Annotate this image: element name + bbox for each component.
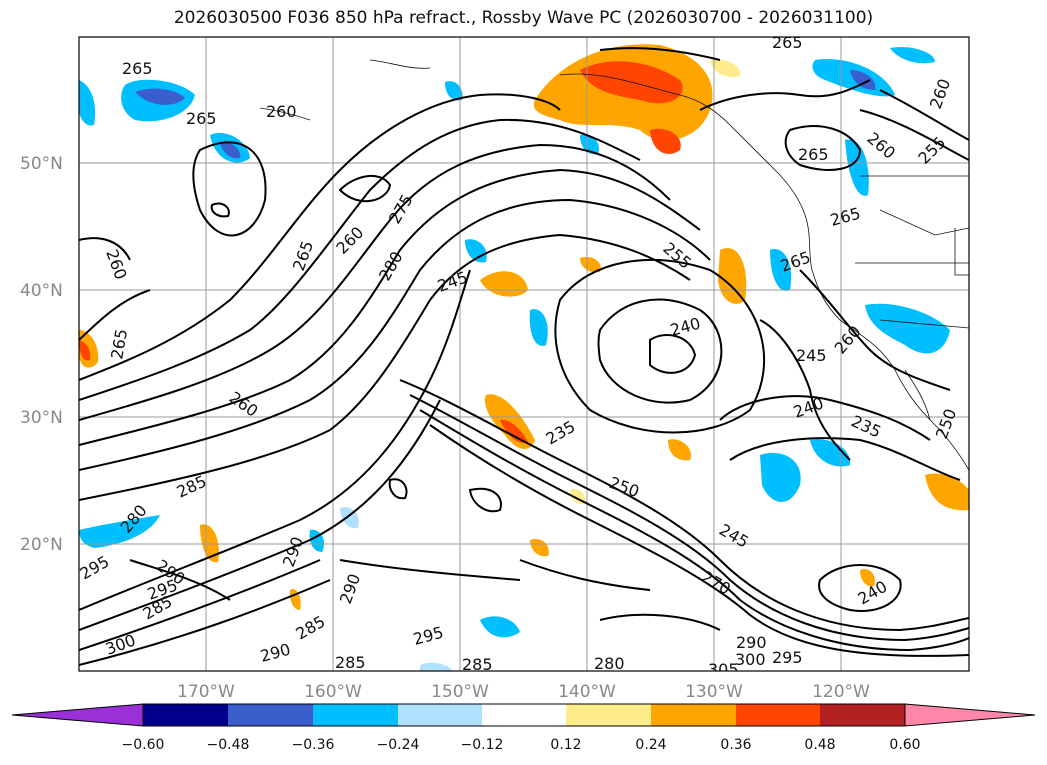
colorbar-tick: −0.60 [122,737,165,753]
contour-label: 295 [772,648,803,667]
lat-label: 30°N [20,408,63,428]
colorbar: −0.60 −0.48 −0.36 −0.24 −0.12 0.12 0.24 … [11,703,1036,753]
colorbar-segment [651,704,736,726]
lon-label: 130°W [685,682,743,702]
map-frame [78,36,970,672]
colorbar-tick: 0.24 [635,737,666,753]
colorbar-tick: 0.12 [550,737,581,753]
contour-label: 285 [462,655,493,674]
coastlines [259,59,969,471]
contour-label: 260 [266,102,297,121]
colorbar-tick: 0.48 [804,737,835,753]
lon-label: 150°W [431,682,489,702]
lat-label: 20°N [20,535,63,555]
contour-label: 280 [594,654,625,673]
lon-label: 120°W [812,682,870,702]
map-title: 2026030500 F036 850 hPa refract., Rossby… [173,8,874,28]
colorbar-outline [142,703,906,727]
shaded-anomalies [79,44,969,671]
lat-label: 40°N [20,281,63,301]
colorbar-segment [482,704,566,726]
colorbar-tick: 0.36 [720,737,751,753]
map-plot-area: 265 260 265 260 265 265 265 260 255 260 … [79,33,969,679]
contour-label: 265 [798,145,829,164]
contour-label: 290 [736,633,767,652]
contour-label: 245 [796,346,827,365]
colorbar-tick: −0.36 [292,737,335,753]
colorbar-segment [820,704,905,726]
longitude-labels: 170°W 160°W 150°W 140°W 130°W 120°W [177,682,870,702]
contour-label: 265 [186,109,217,128]
colorbar-ticks: −0.60 −0.48 −0.36 −0.24 −0.12 0.12 0.24 … [122,737,921,753]
contour-label: 265 [772,33,803,52]
colorbar-segment [313,704,398,726]
colorbar-extend-max [904,703,1036,727]
contour-label: 265 [122,59,153,78]
colorbar-segment [736,704,820,726]
colorbar-tick: −0.24 [377,737,420,753]
colorbar-segment [143,704,228,726]
contour-label: 285 [335,653,366,672]
colorbar-segment [398,704,482,726]
colorbar-tick: −0.48 [207,737,250,753]
colorbar-segment [566,704,651,726]
refractivity-contours [79,47,969,666]
lon-label: 140°W [558,682,616,702]
colorbar-tick: 0.60 [889,737,920,753]
contour-label: 300 [735,650,766,669]
colorbar-tick: −0.12 [461,737,504,753]
lat-label: 50°N [20,154,63,174]
colorbar-extend-min [11,703,144,727]
latitude-labels: 50°N 40°N 30°N 20°N [20,154,63,555]
colorbar-segment [228,704,313,726]
lon-label: 170°W [177,682,235,702]
lon-label: 160°W [304,682,362,702]
contour-label: 305 [708,660,739,679]
